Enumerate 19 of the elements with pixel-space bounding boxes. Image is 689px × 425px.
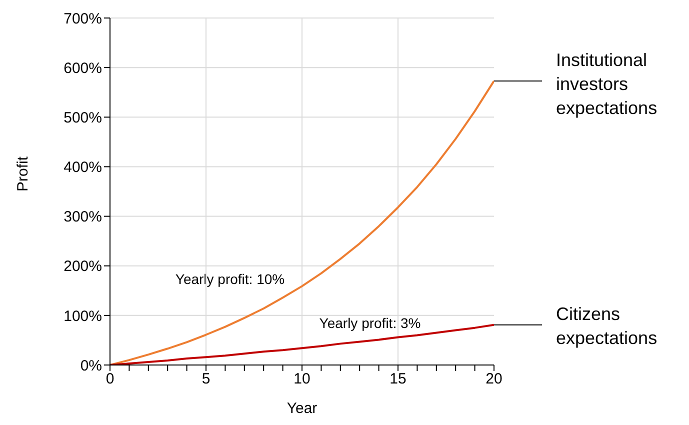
y-tick-label: 300% [64,208,102,226]
annotation: Yearly profit: 3% [319,315,421,331]
x-tick-label: 5 [202,370,210,388]
x-axis-title: Year [286,400,318,417]
y-tick-label: 200% [64,258,102,276]
x-tick-label: 15 [390,370,406,388]
y-tick-label: 500% [64,109,102,126]
text: Citizens expectations [556,304,658,348]
y-tick-label: 400% [64,159,102,176]
y-tick-label: 0% [80,357,102,374]
y-axis-title: Profit [14,156,32,192]
y-tick-label: 700% [64,10,102,28]
x-tick-label: 10 [294,370,310,388]
annotation: Yearly profit: 10% [175,271,285,287]
x-tick-label: 20 [486,370,502,388]
text: Institutional investors expectations [556,50,658,118]
x-tick-label: 0 [106,370,114,388]
y-tick-label: 600% [64,60,102,77]
y-tick-label: 100% [64,308,102,325]
